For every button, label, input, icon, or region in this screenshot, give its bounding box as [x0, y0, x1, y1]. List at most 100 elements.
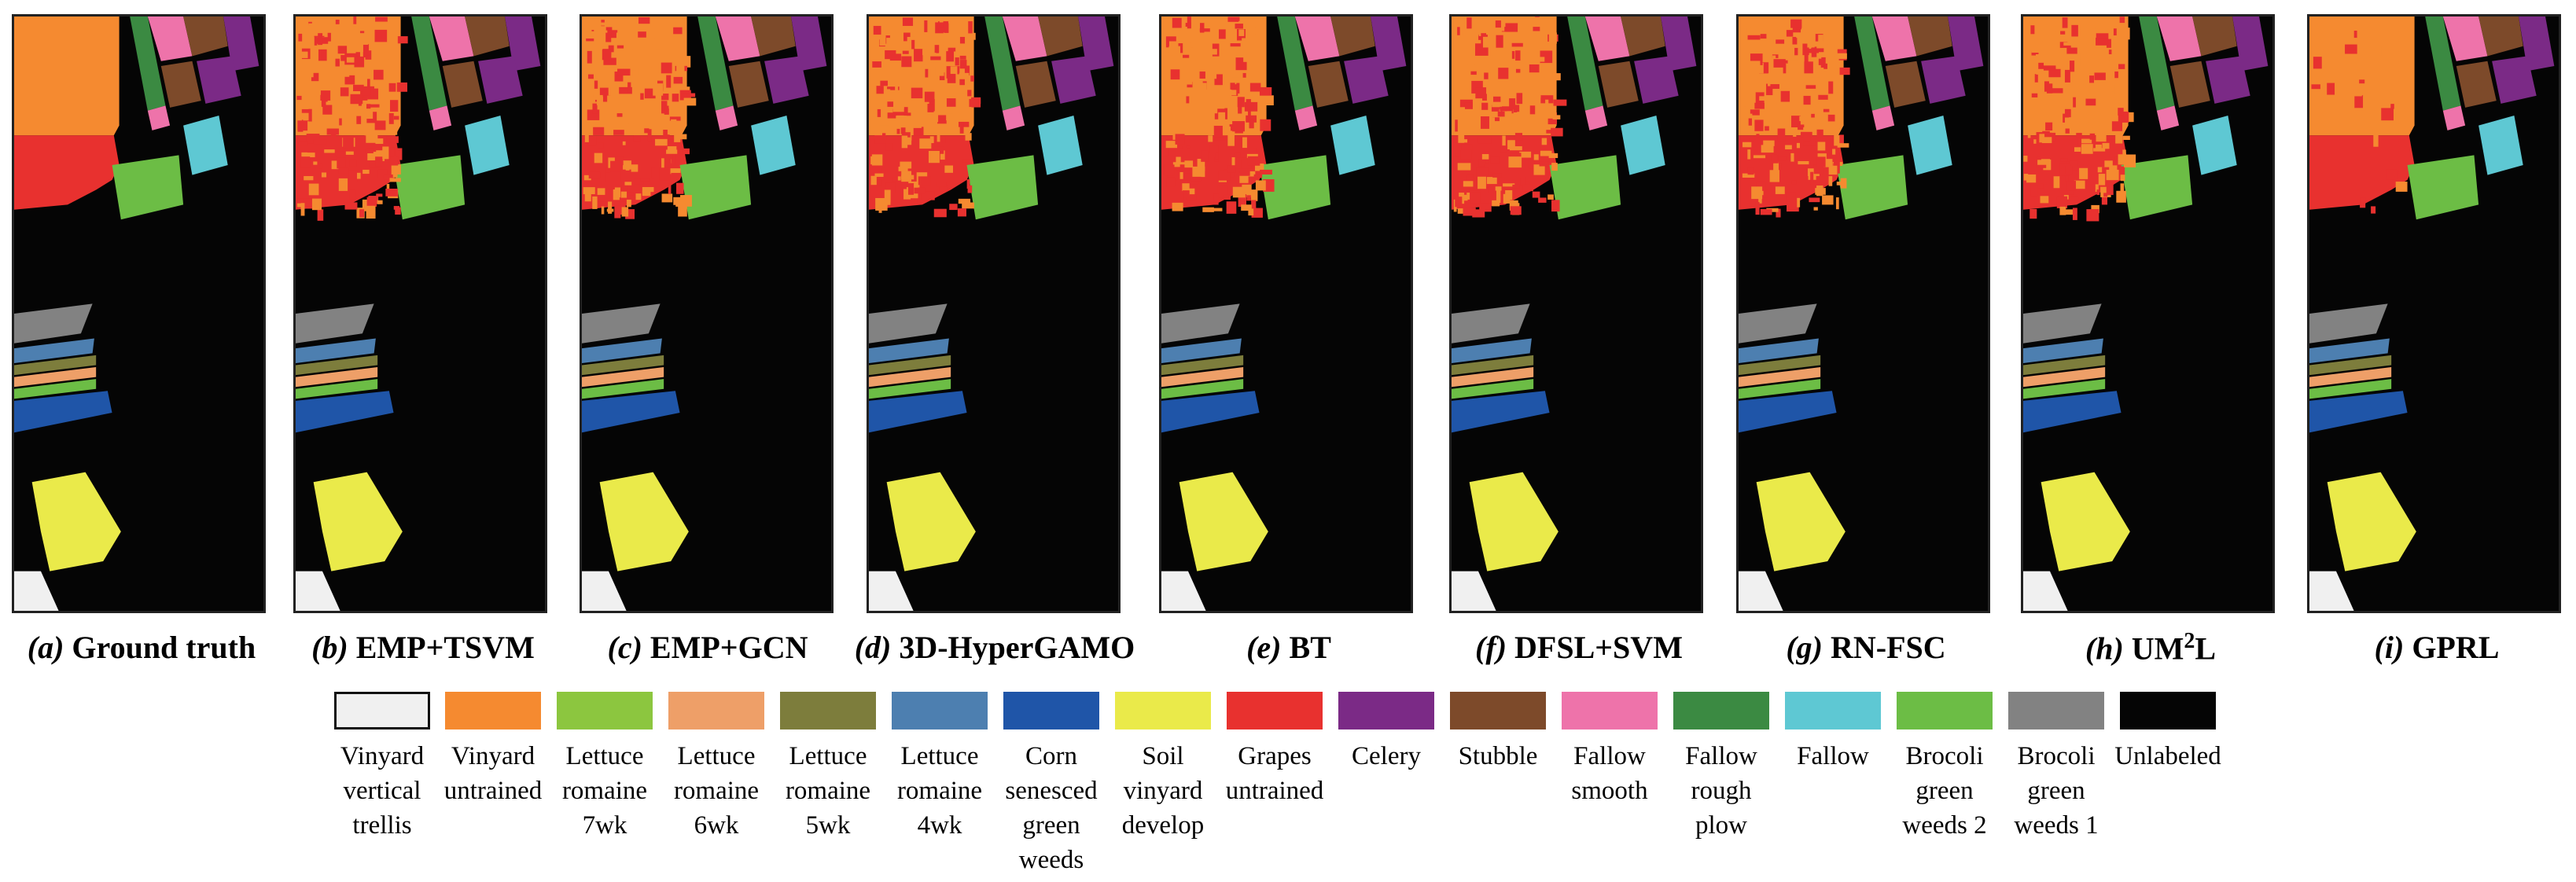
map-speckle [622, 141, 626, 145]
map-speckle [2038, 62, 2044, 69]
map-speckle [341, 106, 355, 118]
map-speckle [307, 121, 312, 133]
map-speckle [661, 62, 672, 74]
map-speckle [668, 101, 683, 109]
map-speckle [885, 143, 893, 151]
map-speckle [1259, 86, 1272, 96]
map-speckle [1768, 28, 1772, 38]
legend-swatch-fallow-rough-plow [1673, 692, 1769, 729]
map-speckle [1818, 94, 1828, 100]
map-speckle [1231, 74, 1242, 78]
map-region [869, 303, 948, 344]
map-speckle [679, 195, 692, 207]
map-speckle [1455, 153, 1459, 157]
map-speckle [1777, 128, 1786, 141]
map-speckle [2031, 93, 2038, 97]
map-speckle [321, 97, 328, 107]
map-speckle [962, 159, 973, 163]
map-speckle [925, 66, 929, 78]
map-speckle [2041, 137, 2052, 144]
map-region [582, 391, 680, 433]
map-speckle [1238, 107, 1242, 114]
map-region [1015, 61, 1056, 108]
map-speckle [2071, 24, 2078, 37]
map-speckle [1187, 82, 1193, 88]
legend-label-soil-vinyard-develop: Soil vinyard develop [1121, 742, 1205, 840]
map-speckle [1190, 48, 1196, 61]
map-speckle [666, 75, 672, 88]
map-speckle [1488, 185, 1496, 193]
map-speckle [1533, 24, 1545, 31]
map-speckle [300, 156, 311, 168]
map-speckle [1514, 133, 1523, 141]
map-speckle [1202, 207, 1214, 212]
map-speckle [635, 123, 642, 130]
map-speckle [2066, 86, 2070, 95]
map-speckle [870, 156, 874, 165]
legend-label-corn-senesced-green-weeds: Corn senesced green weeds [1005, 742, 1098, 874]
map-speckle [1827, 114, 1835, 122]
map-speckle [374, 29, 388, 42]
map-speckle [353, 84, 364, 92]
map-speckle [870, 175, 877, 186]
map-speckle [1529, 105, 1536, 115]
map-speckle [350, 120, 357, 129]
map-speckle [647, 129, 652, 142]
map-speckle [901, 135, 908, 149]
map-speckle [303, 198, 315, 209]
classification-map-svg [2309, 17, 2559, 611]
map-speckle [2030, 208, 2037, 219]
map-speckle [619, 86, 632, 94]
map-speckle [1520, 18, 1529, 27]
map-speckle [1760, 55, 1771, 62]
map-speckle [2065, 172, 2069, 182]
map-speckle [1794, 47, 1798, 56]
map-speckle [948, 47, 956, 52]
map-speckle [666, 51, 670, 57]
map-speckle [659, 167, 671, 181]
map-speckle [1539, 161, 1549, 167]
map-region [14, 355, 97, 376]
map-speckle [1241, 204, 1252, 211]
map-speckle [395, 207, 401, 215]
map-speckle [927, 104, 934, 112]
map-speckle [2360, 197, 2366, 208]
map-speckle [1759, 96, 1767, 101]
map-speckle [1176, 165, 1180, 171]
legend-label-brocoli-green-weeds-2: Brocoli green weeds 2 [1902, 742, 1987, 840]
map-speckle [683, 97, 697, 106]
map-speckle [2067, 31, 2072, 43]
map-speckle [633, 178, 644, 185]
map-speckle [2098, 174, 2106, 186]
map-speckle [2115, 134, 2123, 144]
map-region [2206, 56, 2250, 104]
classification-map-svg [1452, 17, 1701, 611]
map-speckle [608, 171, 621, 182]
map-region [14, 379, 97, 399]
map-speckle [2044, 102, 2057, 109]
map-speckle [958, 198, 971, 204]
map-speckle [939, 72, 945, 81]
map-speckle [942, 45, 947, 50]
map-region [1871, 105, 1895, 130]
map-speckle [1460, 194, 1468, 201]
map-speckle [955, 57, 959, 66]
map-speckle [1464, 102, 1473, 109]
map-speckle [1836, 182, 1846, 186]
classification-map-svg [2023, 17, 2272, 611]
map-speckle [317, 209, 324, 221]
map-speckle [901, 56, 912, 68]
map-speckle [592, 196, 598, 209]
map-speckle [625, 209, 635, 219]
map-speckle [608, 86, 613, 96]
map-speckle [1805, 18, 1814, 23]
map-speckle [1243, 111, 1247, 117]
map-speckle [877, 68, 883, 75]
map-speckle [599, 87, 611, 96]
map-region [1549, 155, 1621, 220]
map-region [2478, 116, 2523, 175]
map-speckle [389, 92, 398, 101]
map-speckle [2088, 118, 2093, 123]
map-region [1621, 116, 1665, 175]
map-speckle [1246, 28, 1260, 35]
